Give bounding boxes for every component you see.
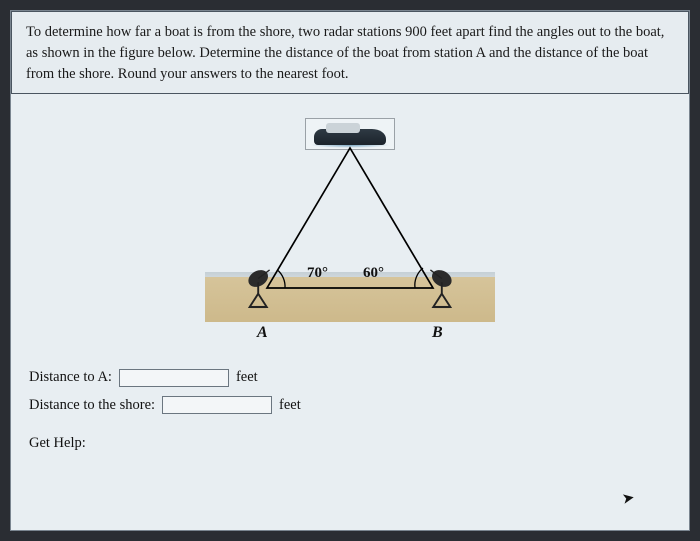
angle-a-label: 70° (307, 265, 328, 282)
angle-b-label: 60° (363, 265, 384, 282)
figure: 70° 60° (205, 112, 495, 342)
distance-a-unit: feet (236, 364, 258, 392)
triangle (267, 148, 433, 290)
figure-wrap: 70° 60° (29, 112, 671, 342)
distance-a-input[interactable] (119, 369, 229, 387)
station-a-label: A (257, 324, 268, 342)
radar-dish-a-icon (243, 267, 281, 309)
content-area: 70° 60° (11, 94, 689, 462)
station-b-label: B (432, 324, 443, 342)
answers-block: Distance to A: feet Distance to the shor… (29, 364, 671, 419)
answer-row-distance-shore: Distance to the shore: feet (29, 392, 671, 420)
radar-dish-b-icon (419, 267, 457, 309)
boat-image (305, 118, 395, 150)
question-text: To determine how far a boat is from the … (11, 11, 689, 94)
get-help-label[interactable]: Get Help: (29, 435, 671, 452)
distance-shore-label: Distance to the shore: (29, 392, 155, 420)
page-container: To determine how far a boat is from the … (10, 10, 690, 531)
answer-row-distance-a: Distance to A: feet (29, 364, 671, 392)
boat-top (326, 123, 360, 133)
distance-shore-input[interactable] (162, 396, 272, 414)
distance-a-label: Distance to A: (29, 364, 112, 392)
distance-shore-unit: feet (279, 392, 301, 420)
cursor-icon: ➤ (621, 488, 637, 509)
